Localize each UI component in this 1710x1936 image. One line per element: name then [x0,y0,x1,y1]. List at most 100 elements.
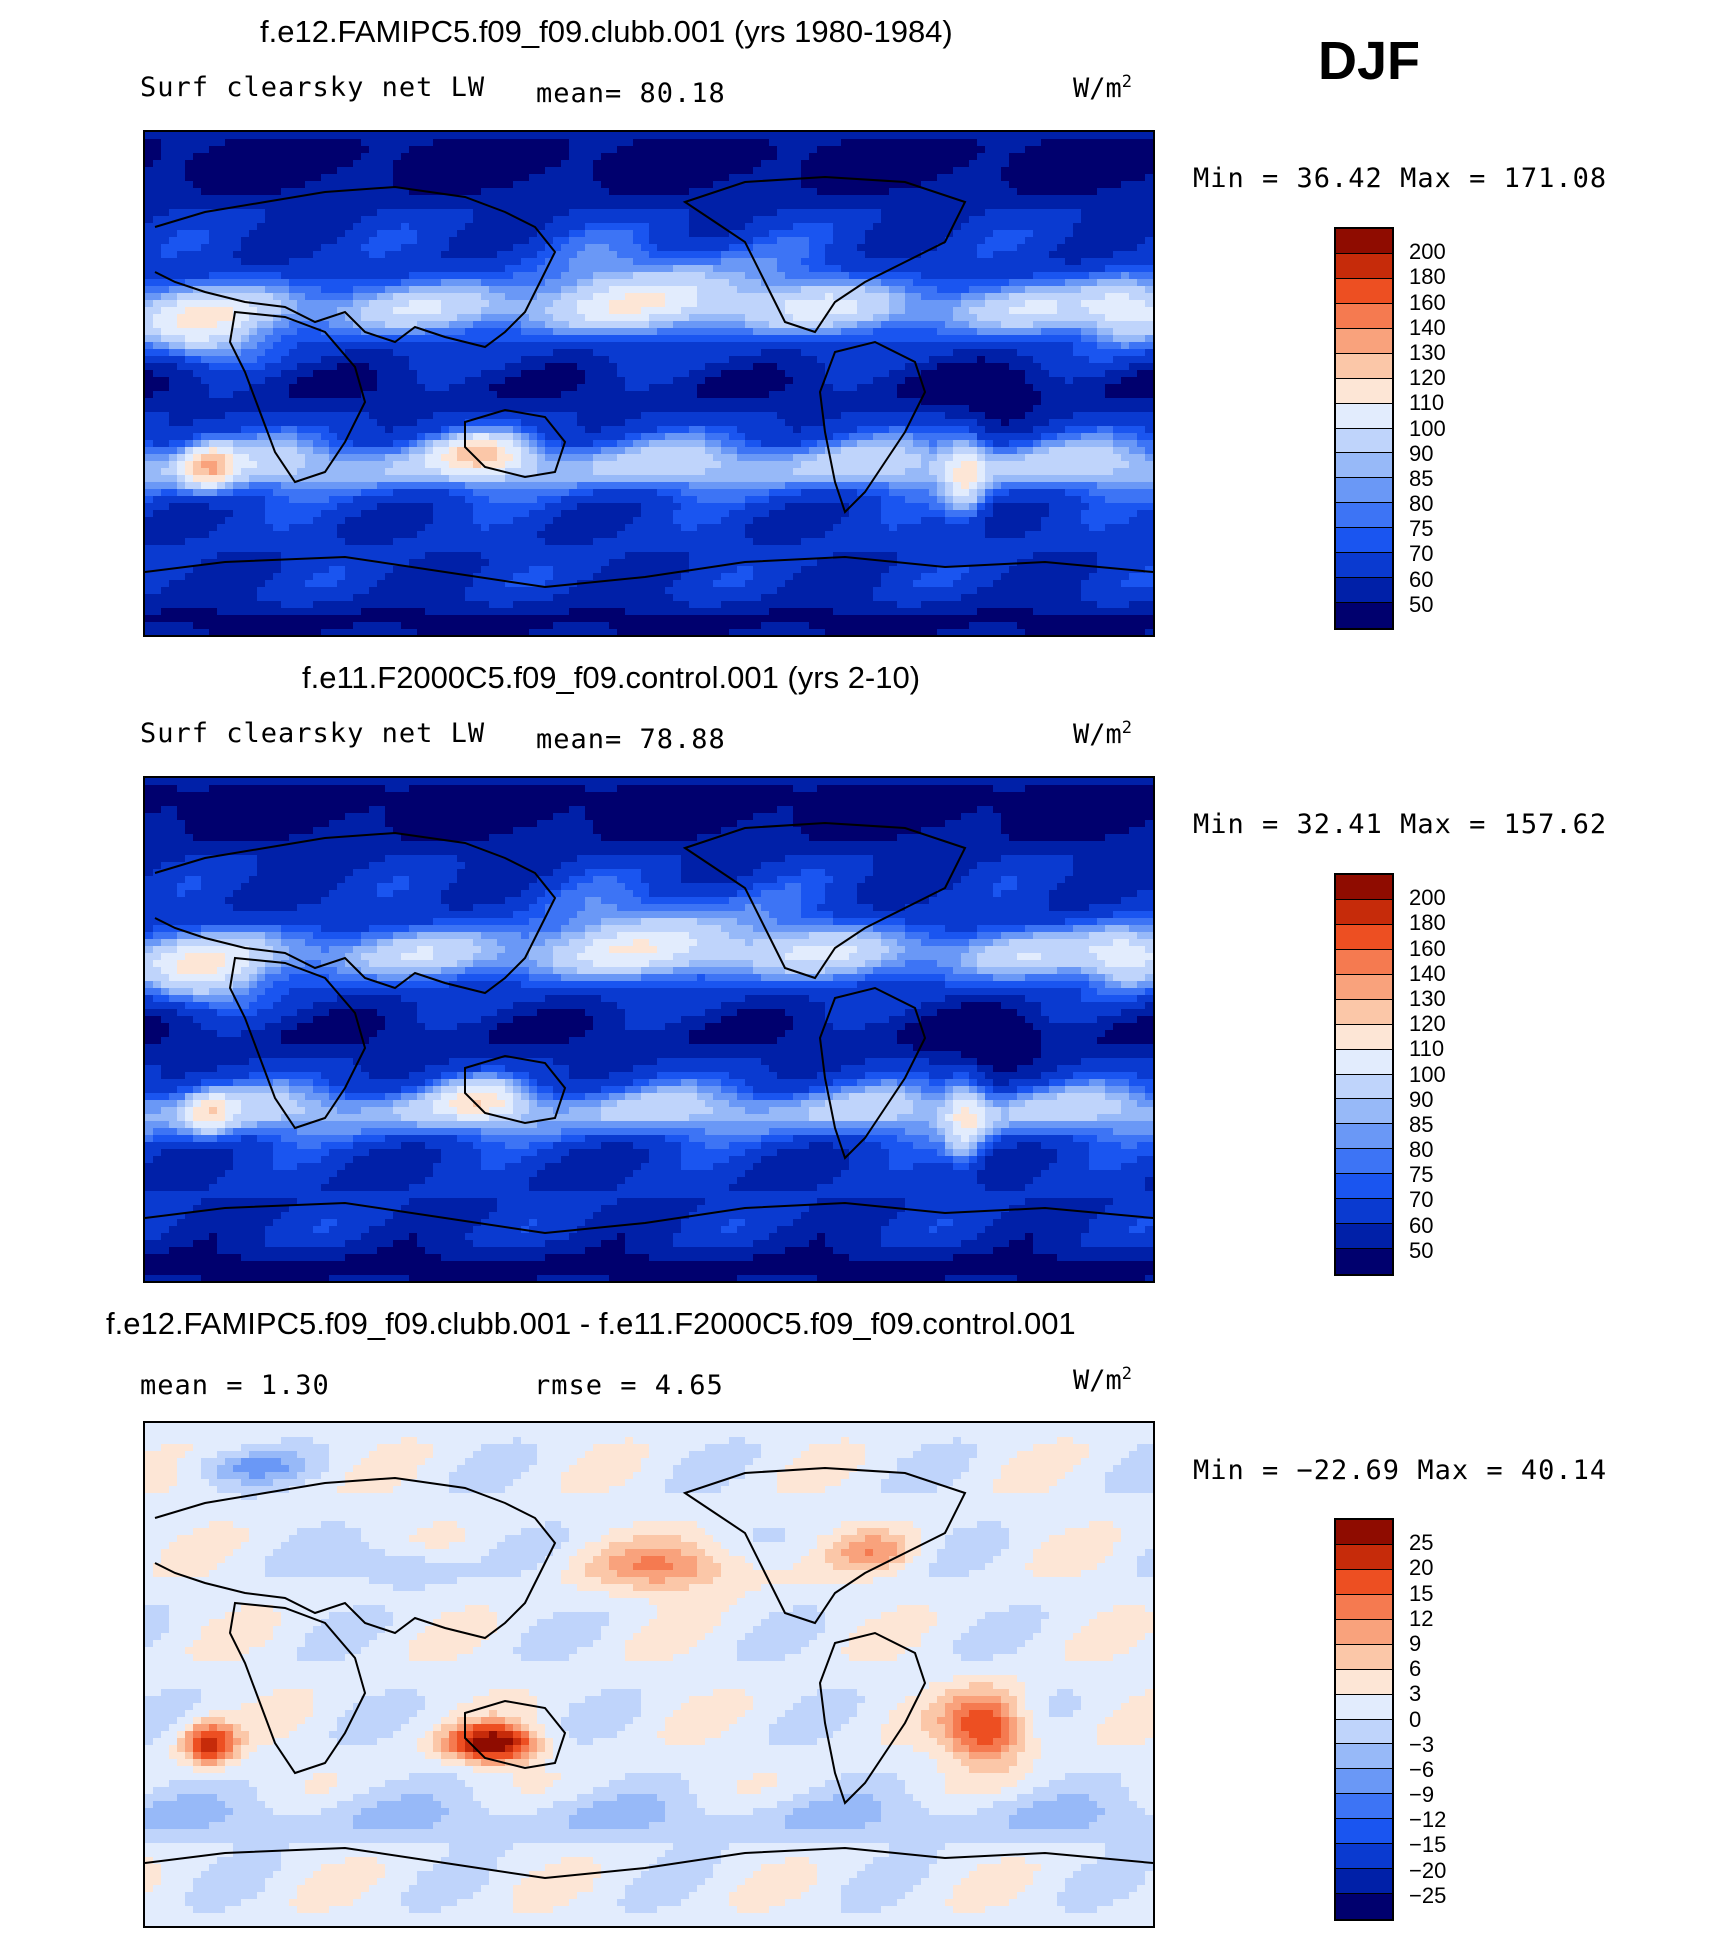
colorbar-tick-label: 12 [1409,1606,1433,1632]
coastline [145,555,1153,589]
colorbar-swatch [1336,949,1392,975]
coastline [228,310,367,484]
colorbar-swatch [1336,1224,1392,1250]
colorbar-tick-label: −6 [1409,1757,1434,1783]
coastline [818,340,927,514]
colorbar-tick-label: 25 [1409,1530,1433,1556]
colorbar-swatch [1336,528,1392,554]
colorbar-tick-label: 140 [1409,961,1446,987]
colorbar-tick-label: 80 [1409,1137,1433,1163]
coastline [145,1201,1153,1235]
panel-3-map [143,1421,1155,1928]
colorbar-tick-label: −25 [1409,1883,1446,1909]
colorbar-tick-label: 85 [1409,466,1433,492]
colorbar-swatch [1336,1124,1392,1150]
colorbar-tick-label: 70 [1409,1187,1433,1213]
colorbar-swatch [1336,1199,1392,1225]
colorbar-swatch [1336,328,1392,354]
colorbar-swatch [1336,1074,1392,1100]
colorbar-tick-label: 9 [1409,1631,1421,1657]
colorbar-tick-label: 75 [1409,1162,1433,1188]
panel-2-mean: mean= 78.88 [536,724,726,755]
colorbar-swatch [1336,553,1392,579]
colorbar-tick-label: 130 [1409,986,1446,1012]
colorbar-tick-label: 75 [1409,516,1433,542]
colorbar-swatch [1336,453,1392,479]
coastline [818,986,927,1160]
colorbar-swatch [1336,924,1392,950]
colorbar-swatch [1336,503,1392,529]
colorbar-tick-label: 160 [1409,290,1446,316]
colorbar-tick-label: 160 [1409,936,1446,962]
panel-3-units: W/m2 [1073,1364,1132,1396]
colorbar-tick-label: 120 [1409,1011,1446,1037]
colorbar-swatch [1336,1249,1392,1274]
colorbar-swatch [1336,278,1392,304]
panel-3-minmax: Min = −22.69 Max = 40.14 [1193,1455,1607,1486]
colorbar-swatch [1336,1594,1392,1620]
colorbar-swatch [1336,999,1392,1025]
panel-3-mean: mean = 1.30 [140,1370,330,1401]
colorbar-swatch [1336,1544,1392,1570]
colorbar-swatch [1336,1669,1392,1695]
colorbar-tick-label: 200 [1409,239,1446,265]
colorbar-tick-label: 200 [1409,885,1446,911]
colorbar-swatch [1336,1894,1392,1919]
panel-2-minmax: Min = 32.41 Max = 157.62 [1193,809,1607,840]
colorbar-swatch [1336,1569,1392,1595]
colorbar-swatch [1336,403,1392,429]
colorbar-tick-label: 140 [1409,315,1446,341]
colorbar-tick-label: 100 [1409,416,1446,442]
colorbar-swatch [1336,1719,1392,1745]
colorbar-tick-label: 180 [1409,910,1446,936]
colorbar-tick-label: −3 [1409,1732,1434,1758]
colorbar-tick-label: −15 [1409,1832,1446,1858]
colorbar-tick-label: 120 [1409,365,1446,391]
colorbar-tick-label: 100 [1409,1062,1446,1088]
colorbar-swatch [1336,303,1392,329]
colorbar-swatch [1336,1024,1392,1050]
colorbar-swatch [1336,1149,1392,1175]
colorbar-swatch [1336,1844,1392,1870]
panel-1-title: f.e12.FAMIPC5.f09_f09.clubb.001 (yrs 198… [260,14,953,50]
colorbar-swatch [1336,875,1392,900]
panel-3-title: f.e12.FAMIPC5.f09_f09.clubb.001 - f.e11.… [106,1306,1076,1342]
colorbar-tick-label: 85 [1409,1112,1433,1138]
panel-2-units: W/m2 [1073,718,1132,750]
colorbar-swatch [1336,1099,1392,1125]
panel-1-map [143,130,1155,637]
colorbar-swatch [1336,578,1392,604]
panel-1-mean: mean= 80.18 [536,78,726,109]
colorbar-swatch [1336,1769,1392,1795]
colorbar-swatch [1336,603,1392,628]
colorbar-tick-label: 60 [1409,1213,1433,1239]
colorbar-swatch [1336,1174,1392,1200]
colorbar-swatch [1336,229,1392,254]
panel-2-colorbar [1334,873,1394,1276]
coastline [464,1054,567,1125]
colorbar-swatch [1336,899,1392,925]
panel-3-colorbar [1334,1518,1394,1921]
colorbar-tick-label: 0 [1409,1707,1421,1733]
coastline [682,175,967,334]
colorbar-swatch [1336,353,1392,379]
colorbar-tick-label: 6 [1409,1656,1421,1682]
colorbar-tick-label: 3 [1409,1681,1421,1707]
panel-1-minmax: Min = 36.42 Max = 171.08 [1193,163,1607,194]
colorbar-tick-label: 50 [1409,1238,1433,1264]
panel-1-colorbar [1334,227,1394,630]
colorbar-swatch [1336,1819,1392,1845]
coastline [154,185,557,349]
colorbar-swatch [1336,974,1392,1000]
season-label: DJF [1318,30,1420,92]
colorbar-swatch [1336,1744,1392,1770]
colorbar-swatch [1336,378,1392,404]
colorbar-tick-label: −12 [1409,1807,1446,1833]
panel-1-variable-label: Surf clearsky net LW [140,72,485,103]
panel-2-title: f.e11.F2000C5.f09_f09.control.001 (yrs 2… [302,660,920,696]
colorbar-tick-label: 110 [1409,1036,1444,1062]
coastline [682,1466,967,1625]
coastline [154,1476,557,1640]
colorbar-swatch [1336,428,1392,454]
coastline [154,831,557,995]
